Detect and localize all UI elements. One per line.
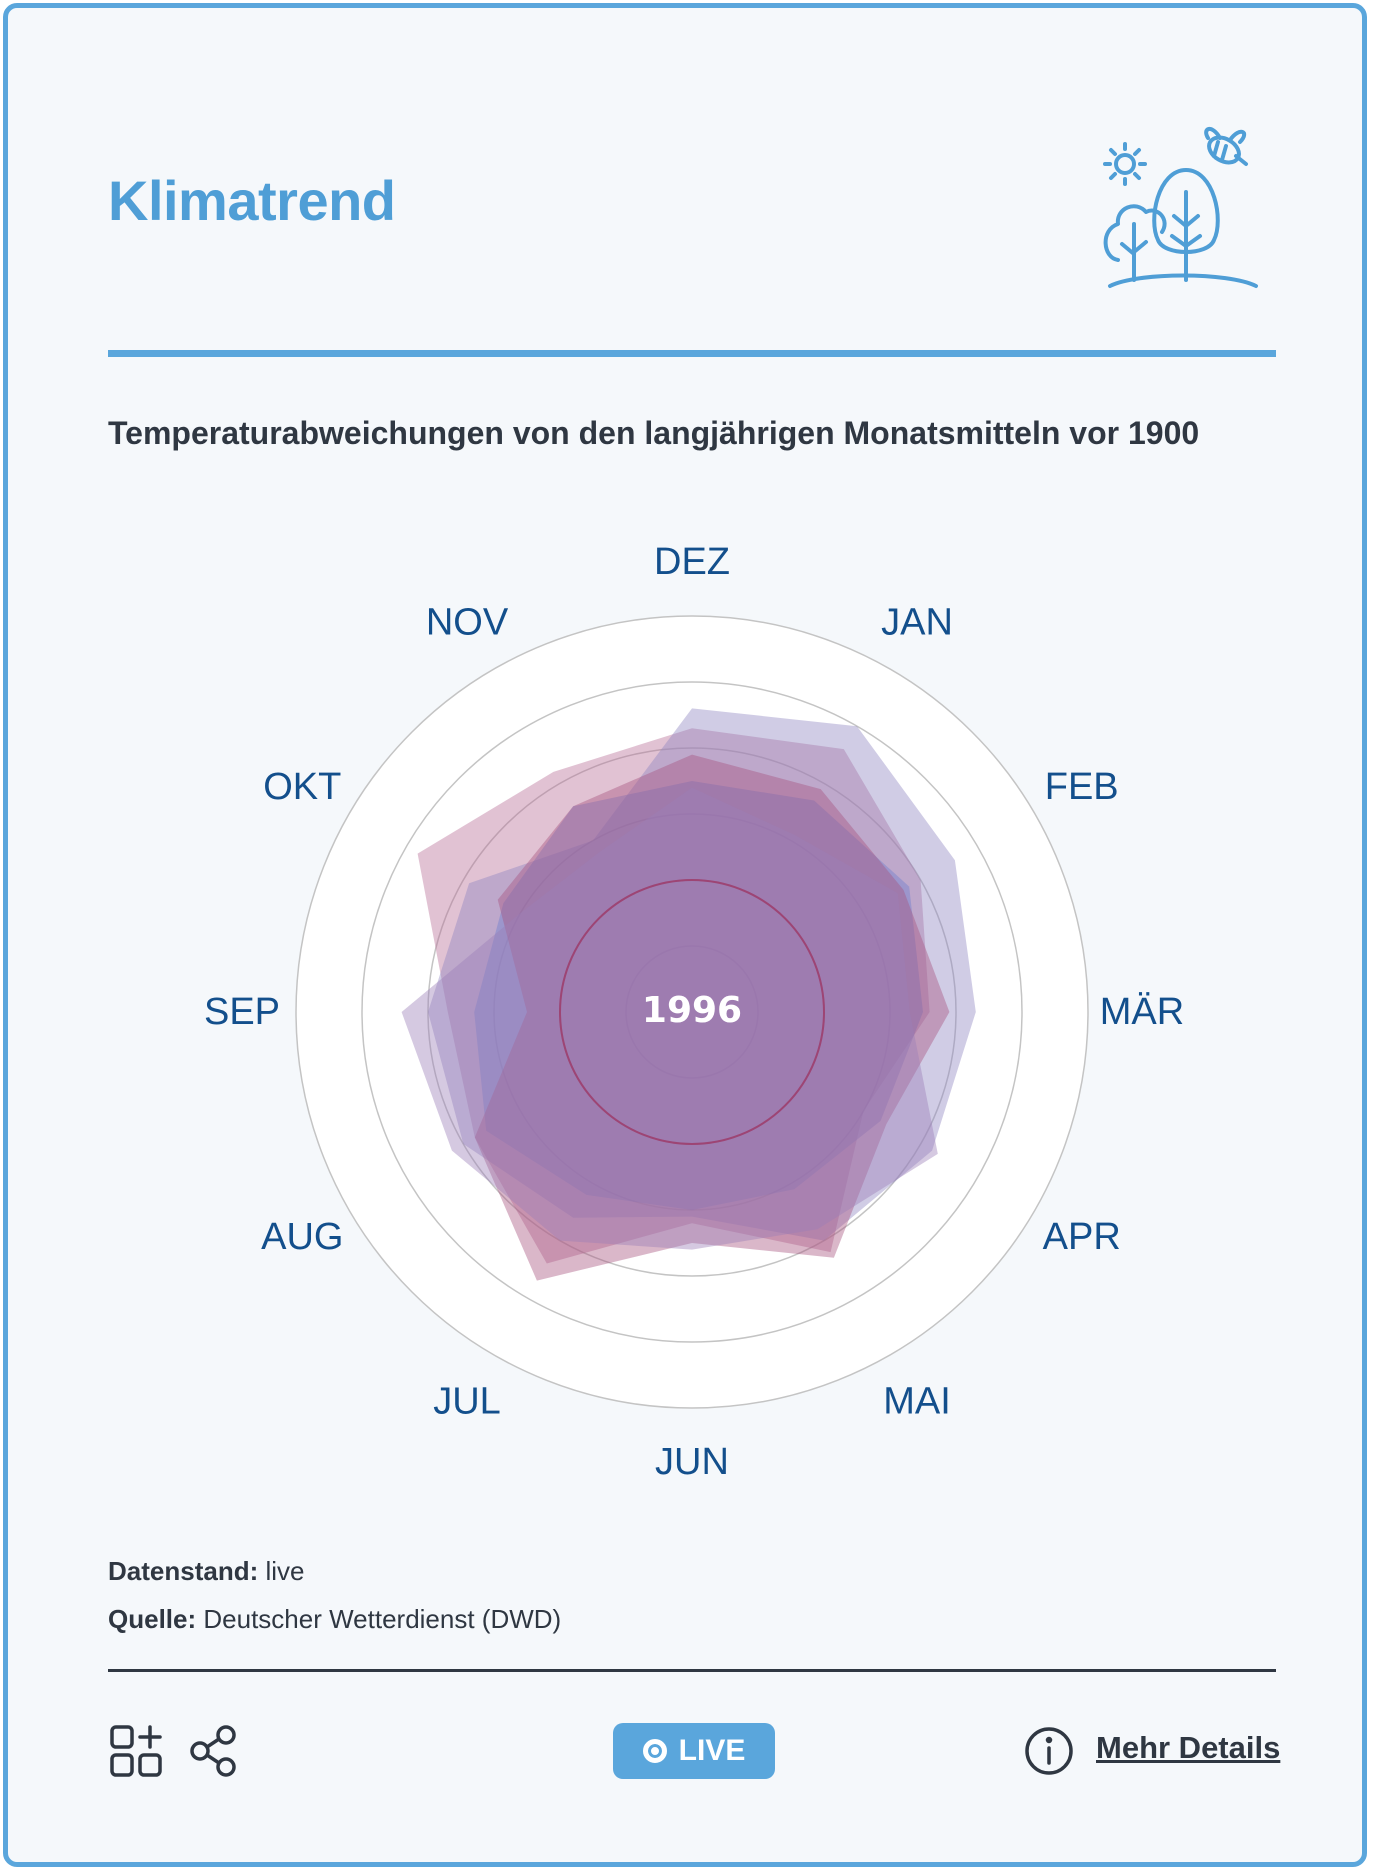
radar-ring-3 [493, 813, 891, 1211]
radar-chart: DEZ JAN FEB MÄR APR MAI JUN JUL AUG SEP OKT NOV 199… [204, 541, 1184, 1483]
radar-series-3 [474, 781, 923, 1210]
radar-grid [295, 615, 1089, 1409]
info-icon[interactable] [1023, 1725, 1075, 1777]
axis-label-0: DEZ [654, 541, 730, 583]
radar-series-4 [474, 754, 950, 1281]
more-details-link[interactable]: Mehr Details [1096, 1730, 1281, 1765]
axis-label-4: APR [1043, 1216, 1121, 1258]
widget-card: Klimatrend Temperaturabweichungen von de… [3, 3, 1367, 1867]
data-source-label: Quelle: [108, 1604, 197, 1634]
radar-series-1 [417, 728, 930, 1264]
widget-title: Klimatrend [108, 169, 396, 232]
footer-divider [108, 1669, 1276, 1672]
live-badge[interactable]: LIVE [613, 1723, 775, 1779]
data-source-value: Deutscher Wetterdienst (DWD) [203, 1604, 562, 1634]
add-widget-icon[interactable] [108, 1723, 164, 1779]
axis-label-6: JUN [655, 1441, 729, 1483]
axis-label-2: FEB [1045, 766, 1119, 808]
live-label: LIVE [678, 1734, 746, 1767]
radar-reference-ring [559, 879, 825, 1145]
radar-ring-1 [625, 945, 759, 1079]
data-status: Datenstand: live [108, 1556, 305, 1587]
radar-series-2 [428, 708, 976, 1241]
data-source: Quelle: Deutscher Wetterdienst (DWD) [108, 1604, 561, 1635]
header-divider [108, 350, 1276, 357]
radar-ring-5 [361, 681, 1023, 1343]
data-status-label: Datenstand: [108, 1556, 259, 1586]
radar-series [401, 708, 976, 1281]
axis-label-9: SEP [204, 991, 280, 1033]
radar-axis-labels: DEZ JAN FEB MÄR APR MAI JUN JUL AUG SEP OKT NOV [204, 541, 1184, 1483]
radar-ring-6 [295, 615, 1089, 1409]
axis-label-3: MÄR [1100, 991, 1184, 1033]
chart-subtitle: Temperaturabweichungen von den langjähri… [108, 415, 1200, 451]
radar-ring-4 [427, 747, 957, 1277]
axis-label-7: JUL [433, 1381, 501, 1423]
nature-sun-trees-bee-icon [1103, 127, 1258, 288]
axis-label-8: AUG [261, 1216, 343, 1258]
data-status-value: live [265, 1556, 305, 1586]
year-label: 1996 [642, 990, 742, 1031]
axis-label-1: JAN [881, 601, 953, 643]
axis-label-10: OKT [263, 766, 341, 808]
axis-label-5: MAI [883, 1381, 951, 1423]
share-icon[interactable] [186, 1723, 242, 1779]
radar-series-5 [401, 787, 938, 1250]
axis-label-11: NOV [426, 601, 509, 643]
live-indicator-icon [642, 1739, 667, 1763]
